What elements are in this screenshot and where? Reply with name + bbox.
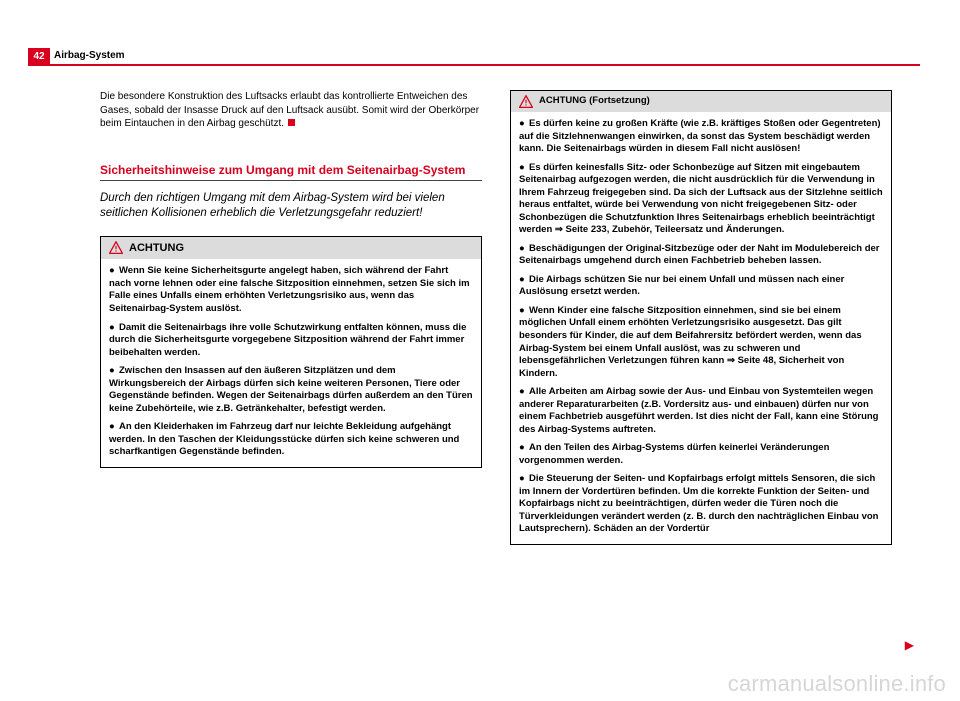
warning-item: ●Beschädigungen der Original-Sitzbezüge … xyxy=(519,243,883,268)
warning-item: ●An den Teilen des Airbag-Systems dürfen… xyxy=(519,442,883,467)
warning-triangle-icon xyxy=(109,241,123,254)
warning-item: ●Alle Arbeiten am Airbag sowie der Aus- … xyxy=(519,386,883,436)
warning-item: ●Die Steuerung der Seiten- und Kopfairba… xyxy=(519,473,883,536)
page-header: 42 Airbag-System xyxy=(0,48,960,66)
warning-item: ●Wenn Kinder eine falsche Sitzposition e… xyxy=(519,305,883,380)
warning-item: ●Es dürfen keinesfalls Sitz- oder Schonb… xyxy=(519,162,883,237)
warning-label-continued: ACHTUNG (Fortsetzung) xyxy=(539,95,650,108)
warning-box: ACHTUNG ●Wenn Sie keine Sicherheitsgurte… xyxy=(100,236,482,468)
warning-header-continued: ACHTUNG (Fortsetzung) xyxy=(511,91,891,112)
section-heading: Sicherheitshinweise zum Umgang mit dem S… xyxy=(100,163,482,178)
warning-item: ●Die Airbags schützen Sie nur bei einem … xyxy=(519,274,883,299)
warning-box-continued: ACHTUNG (Fortsetzung) ●Es dürfen keine z… xyxy=(510,90,892,545)
content-area: Die besondere Konstruktion des Luftsacks… xyxy=(100,90,892,681)
warning-body: ●Wenn Sie keine Sicherheitsgurte angeleg… xyxy=(101,259,481,466)
left-column: Die besondere Konstruktion des Luftsacks… xyxy=(100,90,482,681)
warning-triangle-icon xyxy=(519,95,533,108)
lead-paragraph: Durch den richtigen Umgang mit dem Airba… xyxy=(100,191,482,222)
page-number: 42 xyxy=(28,48,50,64)
header-title: Airbag-System xyxy=(54,50,125,61)
continuation-arrow-icon: ▶ xyxy=(905,637,914,653)
right-column: ACHTUNG (Fortsetzung) ●Es dürfen keine z… xyxy=(510,90,892,681)
warning-item: ●Damit die Seitenairbags ihre volle Schu… xyxy=(109,322,473,360)
warning-label: ACHTUNG xyxy=(129,241,184,256)
warning-item: ●Zwischen den Insassen auf den äußeren S… xyxy=(109,365,473,415)
end-marker-icon xyxy=(288,119,295,126)
warning-header: ACHTUNG xyxy=(101,237,481,260)
header-rule xyxy=(28,64,920,66)
warning-item: ●An den Kleiderhaken im Fahrzeug darf nu… xyxy=(109,421,473,459)
intro-paragraph: Die besondere Konstruktion des Luftsacks… xyxy=(100,90,482,131)
warning-item: ●Wenn Sie keine Sicherheitsgurte angeleg… xyxy=(109,265,473,315)
heading-rule xyxy=(100,180,482,181)
warning-item: ●Es dürfen keine zu großen Kräfte (wie z… xyxy=(519,118,883,156)
warning-body-continued: ●Es dürfen keine zu großen Kräfte (wie z… xyxy=(511,112,891,544)
